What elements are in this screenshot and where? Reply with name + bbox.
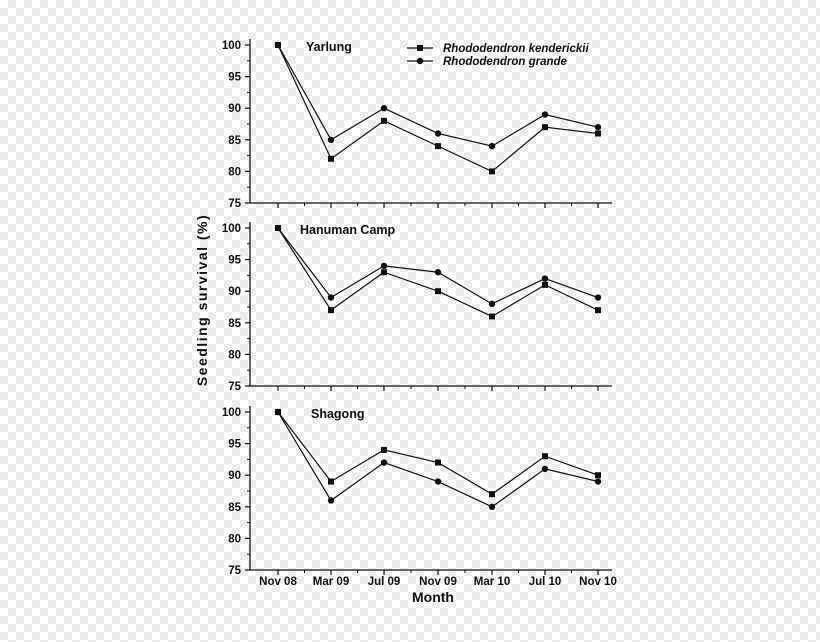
data-point-circle [594,123,602,131]
panel-1: 75 80 85 90 95 100 Yarlung [222,39,612,210]
y-tick-label: 85 [228,502,241,514]
legend-marker-circle [416,57,424,65]
x-tick-label: Nov 10 [579,576,617,588]
data-point-circle [594,294,602,301]
data-point-circle [327,294,335,301]
data-point-square [381,446,387,453]
data-point-circle [541,275,549,282]
x-tick-label: Jul 10 [529,576,562,588]
x-tick-label: Mar 09 [313,576,349,588]
data-point-square [381,269,387,276]
data-point-circle [434,478,442,485]
data-point-circle [488,300,496,308]
data-point-circle [274,41,282,49]
y-tick-label: 90 [228,470,241,482]
data-point-square [489,168,495,175]
x-axis-title: Month [412,589,454,605]
legend-label: Rhododendron kenderickii [443,43,589,55]
panel-title: Hanuman Camp [300,223,396,237]
panel-title: Yarlung [306,40,352,54]
data-point-circle [594,478,602,485]
y-tick-label: 90 [228,103,241,115]
data-point-square [542,281,548,288]
x-tick-label: Nov 09 [419,576,457,588]
y-tick-label: 95 [228,255,241,267]
data-point-square [489,313,495,320]
data-point-circle [488,503,496,510]
data-point-circle [327,497,335,504]
y-tick-label: 100 [222,40,241,52]
data-point-square [542,124,548,131]
series-grande [274,408,602,510]
data-point-circle [434,269,442,276]
data-point-circle [380,105,388,112]
data-point-circle [488,142,496,150]
series-grande [274,41,602,150]
y-tick-label: 85 [228,318,241,330]
y-tick-label: 80 [228,533,241,545]
legend-label: Rhododendron grande [443,56,568,68]
x-tick-label: Mar 10 [474,576,510,588]
y-tick-label: 95 [228,72,241,84]
data-point-circle [380,262,388,270]
legend-marker-square [417,45,423,51]
y-tick-label: 75 [228,565,241,577]
panel-2: 75 80 85 90 95 100 Hanuman Camp [222,222,612,393]
data-point-square [435,143,441,150]
data-point-circle [274,224,282,232]
y-tick-label: 95 [228,439,241,451]
data-point-square [595,307,601,314]
data-point-square [595,472,601,479]
y-tick-label: 100 [222,407,241,419]
data-point-circle [327,136,335,143]
y-tick-label: 80 [228,166,241,178]
series-grande [274,224,602,308]
data-point-square [328,307,334,314]
data-point-circle [274,408,282,416]
data-point-circle [541,111,549,118]
data-point-circle [434,130,442,137]
panel-3: 75 80 85 90 95 100 Shagong [222,406,612,577]
x-tick-label: Nov 08 [259,576,297,588]
data-point-circle [380,459,388,466]
y-tick-label: 85 [228,135,241,147]
y-axis-title: Seedling survival (%) [194,214,210,386]
data-point-square [435,288,441,295]
data-point-circle [541,465,549,473]
data-point-square [328,478,334,485]
data-point-square [542,453,548,460]
data-point-square [381,117,387,124]
x-tick-label: Jul 09 [368,576,401,588]
data-point-square [435,459,441,466]
y-tick-label: 80 [228,349,241,361]
y-tick-label: 75 [228,381,241,393]
y-tick-label: 100 [222,223,241,235]
data-point-square [489,491,495,498]
panel-title: Shagong [311,407,364,421]
data-point-square [595,130,601,137]
y-tick-label: 90 [228,286,241,298]
series-line [277,411,599,508]
data-point-square [328,155,334,162]
y-tick-label: 75 [228,198,241,210]
